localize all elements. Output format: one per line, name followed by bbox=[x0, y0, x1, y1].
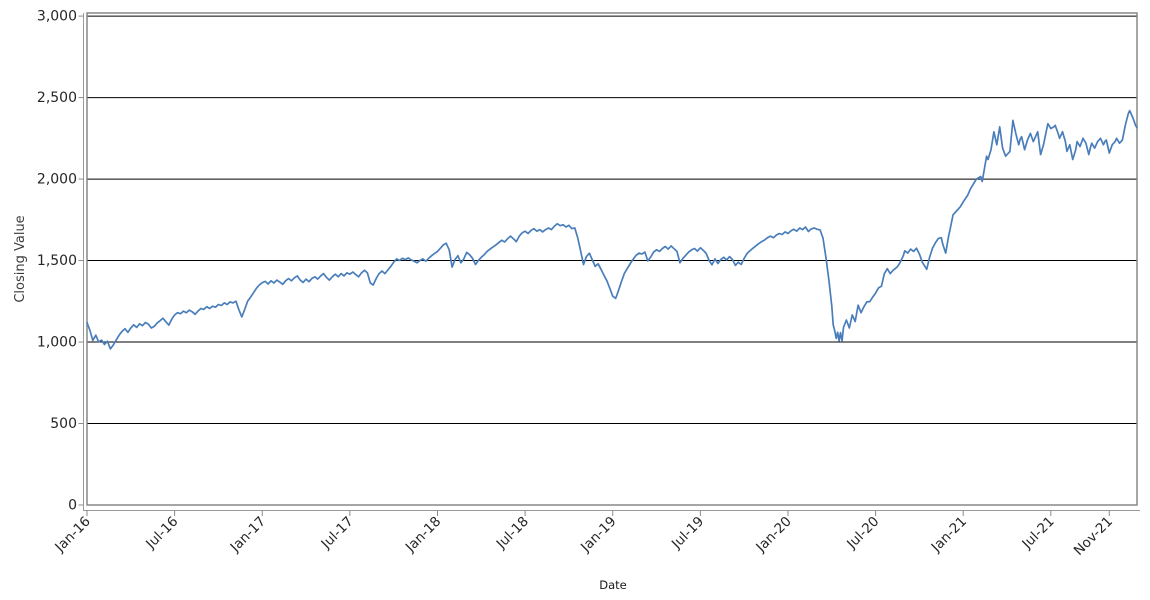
x-tick-label: Jan-20 bbox=[752, 514, 794, 556]
x-tick-label: Jul-20 bbox=[843, 514, 882, 553]
y-axis-ticks: 0 500 1,000 1,500 2,000 2,500 3,000 bbox=[37, 9, 84, 514]
x-tick-label: Jul-21 bbox=[1019, 514, 1058, 553]
x-tick-label: Jul-19 bbox=[668, 514, 707, 553]
y-tick-label: 1,500 bbox=[37, 253, 77, 269]
x-tick-label: Jan-21 bbox=[928, 514, 970, 556]
y-tick-label: 2,000 bbox=[37, 172, 77, 188]
y-tick-label: 0 bbox=[68, 498, 77, 514]
y-axis-title: Closing Value bbox=[13, 215, 28, 302]
horizontal-gridlines bbox=[87, 15, 1137, 506]
x-tick-label: Jan-16 bbox=[51, 514, 93, 556]
y-tick-label: 1,000 bbox=[37, 335, 77, 351]
x-tick-label: Jan-18 bbox=[402, 514, 444, 556]
x-tick-label: Jul-18 bbox=[493, 514, 532, 553]
x-axis-title: Date bbox=[599, 578, 627, 592]
x-tick-label: Jul-16 bbox=[142, 514, 181, 553]
y-tick-label: 500 bbox=[50, 416, 77, 432]
x-tick-label: Jan-17 bbox=[227, 514, 269, 556]
plot-border bbox=[86, 12, 1138, 506]
closing-value-series-line bbox=[86, 109, 1138, 350]
x-axis-ticks: Jan-16 Jul-16 Jan-17 Jul-17 Jan-18 Jul-18 Jan-… bbox=[51, 510, 1116, 559]
y-tick-label: 2,500 bbox=[37, 90, 77, 106]
y-tick-label: 3,000 bbox=[37, 9, 77, 25]
x-tick-label: Jan-19 bbox=[577, 514, 619, 556]
x-tick-label: Nov-21 bbox=[1071, 514, 1116, 559]
x-tick-label: Jul-17 bbox=[318, 514, 357, 553]
